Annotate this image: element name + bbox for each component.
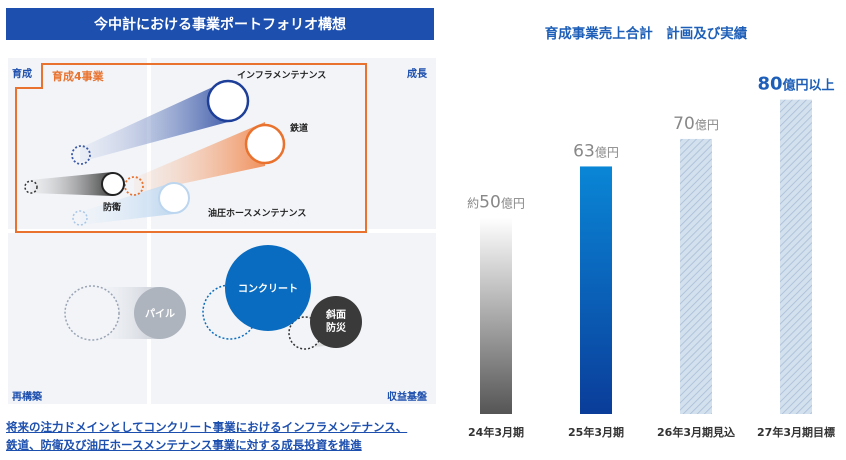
- infra-trail: [80, 80, 228, 162]
- bar-0: [480, 217, 512, 414]
- concrete-label: コンクリート: [238, 283, 298, 295]
- category-label-2: 26年3月期見込: [657, 425, 735, 439]
- hose-prev-bubble: [72, 210, 88, 226]
- concrete-bubble: [225, 245, 311, 331]
- category-label-0: 24年3月期: [468, 425, 524, 439]
- caption-line-2: 鉄道、防衛及び油圧ホースメンテナンス事業に対する成長投資を推進: [6, 438, 362, 452]
- hose-bubble: [158, 182, 190, 214]
- bar-3: [780, 99, 812, 414]
- quadrant-label-shueki: 収益基盤: [387, 392, 427, 403]
- category-label-3: 27年3月期目標: [757, 425, 835, 439]
- portfolio-bubbles: インフラメンテナンス 鉄道 防衛 油圧ホースメンテナンス パイル コンクリート …: [15, 63, 367, 350]
- infra-bubble: [206, 79, 250, 123]
- portfolio-title: 今中計における事業ポートフォリオ構想: [6, 8, 434, 40]
- pile-prev-bubble: [64, 285, 120, 341]
- focus-group-label: 育成4事業: [52, 70, 104, 83]
- quadrant-label-ikusei: 育成: [12, 69, 32, 80]
- bar-1: [580, 166, 612, 414]
- pile-label: パイル: [145, 308, 175, 320]
- railway-bubble: [244, 123, 286, 165]
- defense-bubble: [101, 172, 125, 196]
- defense-prev-bubble: [24, 180, 38, 194]
- focus-group-border: [15, 63, 367, 233]
- hose-trail: [80, 182, 174, 225]
- revenue-bar-chart: 約50億円 63億円 70億円 80億円以上 24年3月期 25年3月期 26年3月期見込…: [467, 74, 835, 439]
- infra-prev-bubble: [71, 145, 91, 165]
- value-label-3: 80億円以上: [757, 74, 834, 95]
- slope-bubble: [310, 296, 362, 348]
- railway-trail: [134, 122, 265, 194]
- slope-label-line2: 防災: [326, 321, 347, 334]
- value-label-1: 63億円: [573, 141, 619, 161]
- value-label-2: 70億円: [673, 114, 719, 134]
- pile-bubble: [134, 287, 186, 339]
- caption-line-1: 将来の注力ドメインとしてコンクリート事業におけるインフラメンテナンス、: [6, 420, 408, 434]
- quadrant-label-seicho: 成長: [407, 69, 427, 80]
- value-label-0: 約50億円: [467, 193, 525, 213]
- railway-prev-bubble: [124, 176, 144, 196]
- slope-label-line1: 斜面: [325, 308, 346, 321]
- hose-label: 油圧ホースメンテナンス: [208, 207, 306, 219]
- infra-label: インフラメンテナンス: [237, 70, 326, 81]
- portfolio-caption: 将来の注力ドメインとしてコンクリート事業におけるインフラメンテナンス、 鉄道、防…: [6, 418, 444, 454]
- defense-trail: [30, 172, 113, 196]
- quadrant-label-saikochiku: 再構築: [12, 392, 42, 403]
- defense-label: 防衛: [103, 201, 121, 213]
- category-label-1: 25年3月期: [568, 425, 624, 439]
- chart-title: 育成事業売上合計 計画及び実績: [544, 26, 748, 42]
- railway-label: 鉄道: [290, 122, 308, 134]
- bar-2: [680, 138, 712, 415]
